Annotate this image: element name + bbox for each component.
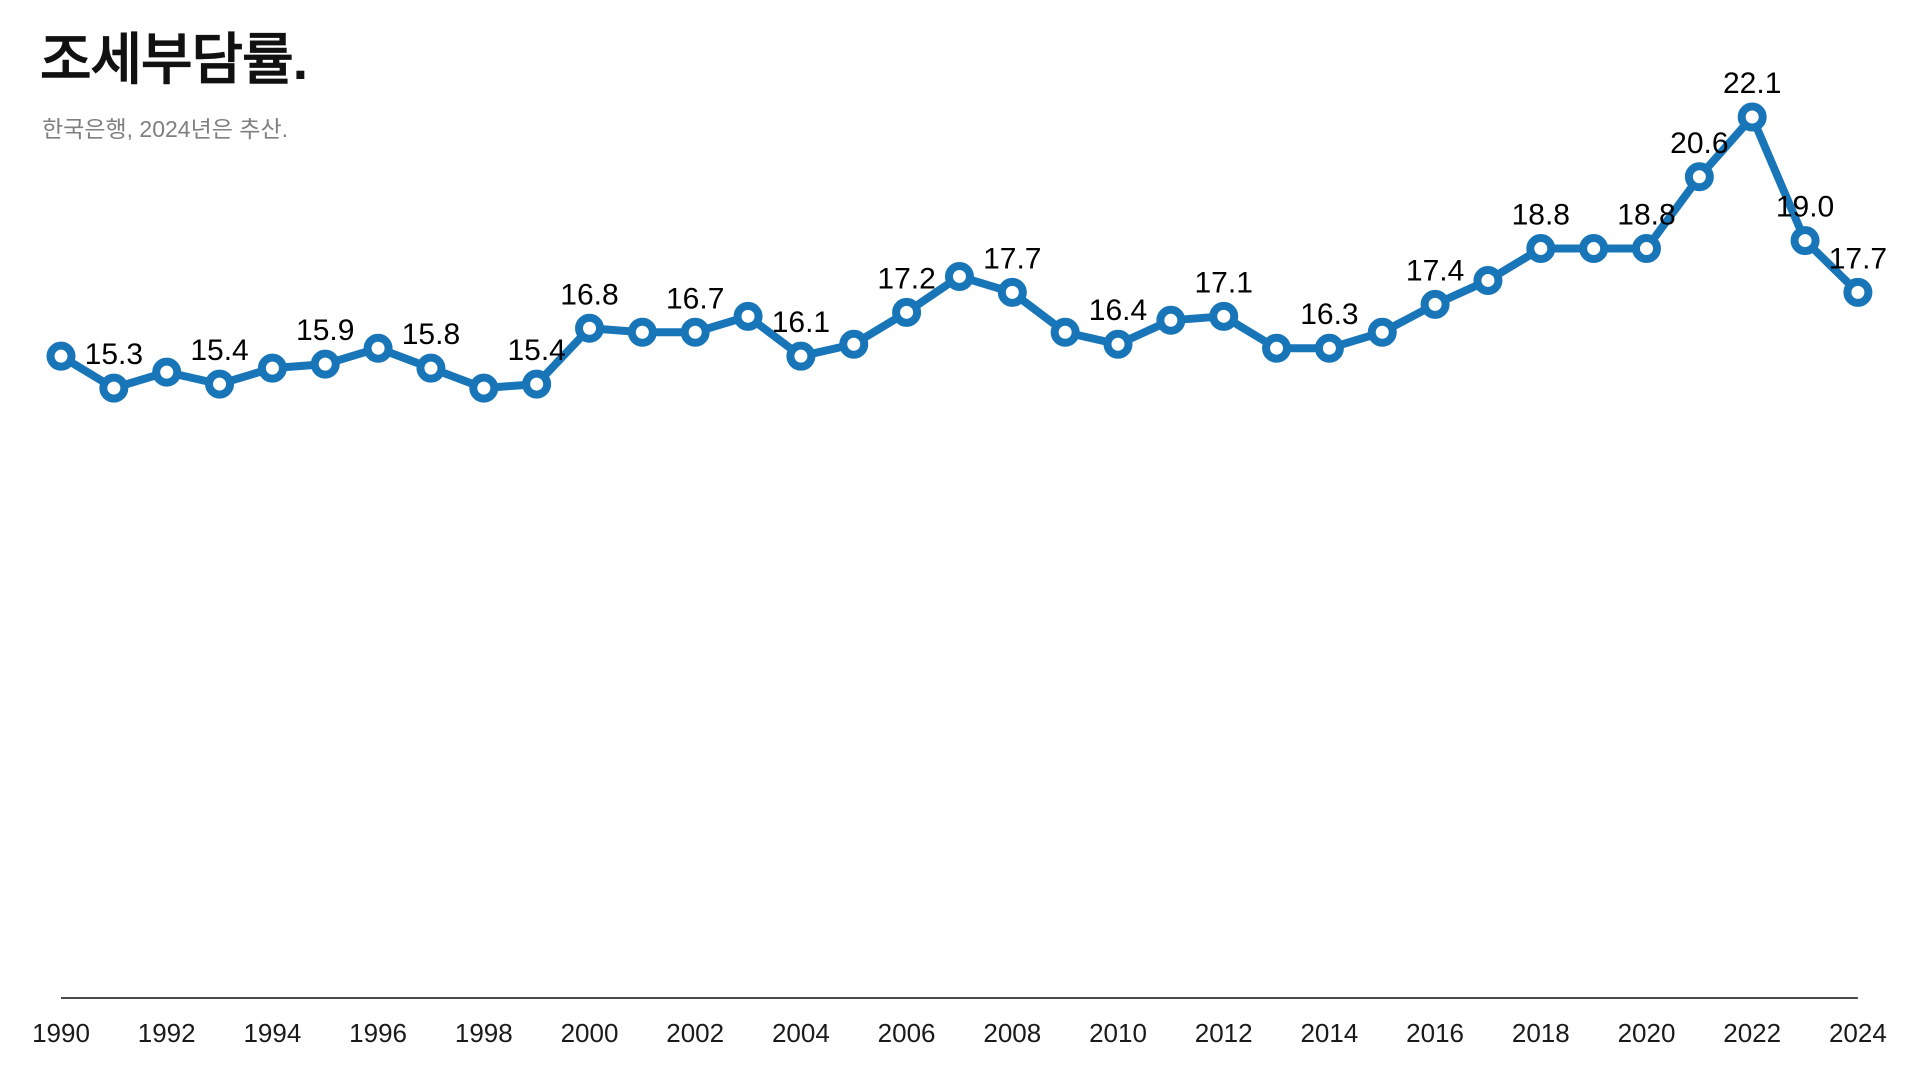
data-point-2000: [575, 313, 604, 343]
data-label-1993: 15.4: [190, 334, 248, 367]
data-point-2001: [627, 317, 657, 347]
x-axis-label-2022: 2022: [1723, 1018, 1781, 1048]
x-axis-label-1998: 1998: [455, 1018, 513, 1048]
data-label-2008: 17.7: [983, 242, 1041, 275]
data-label-2018: 18.8: [1512, 199, 1570, 232]
data-label-2014: 16.3: [1300, 298, 1358, 331]
data-point-2006: [892, 297, 922, 327]
data-point-2015: [1367, 317, 1397, 347]
x-axis-label-2024: 2024: [1829, 1018, 1887, 1048]
data-point-1990: [46, 341, 76, 371]
x-axis-label-1994: 1994: [243, 1018, 301, 1048]
data-point-2010: [1103, 329, 1133, 359]
x-axis-label-2018: 2018: [1512, 1018, 1570, 1048]
x-axis-label-2020: 2020: [1618, 1018, 1676, 1048]
data-label-2021: 20.6: [1670, 127, 1728, 160]
data-point-2024: [1843, 277, 1873, 307]
data-point-2003: [733, 301, 763, 331]
data-label-2016: 17.4: [1406, 254, 1464, 287]
chart-header: 조세부담률. 한국은행, 2024년은 추산.: [40, 28, 308, 144]
data-label-1995: 15.9: [296, 314, 354, 347]
data-point-2011: [1156, 305, 1186, 335]
data-point-1991: [99, 373, 129, 403]
data-label-1997: 15.8: [402, 318, 460, 351]
data-point-1999: [522, 369, 552, 399]
data-label-2022: 22.1: [1723, 67, 1781, 100]
x-axis-label-2008: 2008: [983, 1018, 1041, 1048]
data-point-2023: [1790, 226, 1820, 256]
data-point-2016: [1420, 289, 1450, 319]
x-axis-label-2002: 2002: [666, 1018, 724, 1048]
data-point-2013: [1262, 333, 1292, 363]
x-axis-label-1990: 1990: [32, 1018, 90, 1048]
data-point-1995: [310, 349, 340, 379]
data-point-2004: [786, 341, 816, 371]
x-axis-label-2010: 2010: [1089, 1018, 1147, 1048]
data-label-2023: 19.0: [1776, 191, 1834, 224]
data-label-2024: 17.7: [1829, 242, 1887, 275]
data-label-2012: 17.1: [1195, 266, 1253, 299]
data-point-1994: [257, 353, 287, 383]
data-label-2020: 18.8: [1617, 199, 1675, 232]
data-point-2019: [1579, 234, 1609, 264]
data-point-2005: [839, 329, 869, 359]
data-point-2009: [1050, 317, 1080, 347]
data-label-1991: 15.3: [85, 338, 143, 371]
data-point-2012: [1209, 301, 1239, 331]
x-axis-label-2004: 2004: [772, 1018, 830, 1048]
chart-subtitle: 한국은행, 2024년은 추산.: [42, 116, 289, 143]
data-point-1992: [152, 357, 182, 387]
x-axis-label-2000: 2000: [561, 1018, 619, 1048]
data-point-1997: [416, 353, 446, 383]
data-label-2006: 17.2: [877, 262, 935, 295]
x-axis-label-2012: 2012: [1195, 1018, 1253, 1048]
data-point-2022: [1737, 102, 1767, 132]
x-axis-label-1996: 1996: [349, 1018, 407, 1048]
data-point-2018: [1526, 234, 1556, 264]
data-point-2007: [944, 261, 974, 291]
data-label-1999: 15.4: [507, 334, 565, 367]
data-point-2020: [1632, 234, 1661, 264]
data-label-2004: 16.1: [772, 306, 830, 339]
x-axis-label-2014: 2014: [1300, 1018, 1358, 1048]
data-point-1998: [469, 373, 499, 403]
x-axis-label-2006: 2006: [878, 1018, 936, 1048]
data-point-1993: [205, 369, 235, 399]
data-label-2010: 16.4: [1089, 294, 1147, 327]
x-axis-label-1992: 1992: [138, 1018, 196, 1048]
data-point-2021: [1684, 162, 1714, 192]
data-label-2002: 16.7: [666, 282, 724, 315]
data-point-1996: [363, 333, 393, 363]
data-point-2008: [997, 277, 1027, 307]
data-point-2014: [1314, 333, 1344, 363]
data-point-2017: [1473, 265, 1503, 295]
chart-title: 조세부담률.: [40, 28, 308, 91]
x-axis-label-2016: 2016: [1406, 1018, 1464, 1048]
data-point-2002: [680, 317, 710, 347]
data-label-2000: 16.8: [560, 278, 618, 311]
